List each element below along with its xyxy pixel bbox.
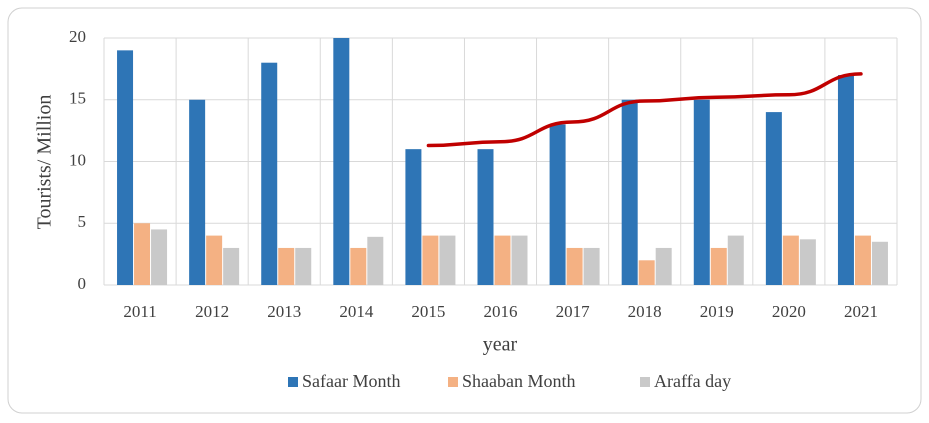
bar <box>206 235 223 285</box>
bar <box>134 223 151 285</box>
x-tick-label: 2015 <box>411 302 445 321</box>
bar <box>727 235 744 285</box>
bar <box>117 50 134 285</box>
bar <box>566 247 583 285</box>
x-tick-label: 2021 <box>844 302 878 321</box>
bar <box>655 247 672 285</box>
bar <box>765 112 782 285</box>
bar <box>405 149 422 285</box>
legend-swatch <box>448 377 458 387</box>
bar <box>422 235 439 285</box>
bar <box>549 124 566 285</box>
bar <box>871 241 888 285</box>
bar <box>511 235 528 285</box>
legend-label: Safaar Month <box>302 371 400 391</box>
bar <box>367 236 384 285</box>
bar <box>261 62 278 286</box>
bar <box>782 235 799 285</box>
y-tick-label: 15 <box>69 89 86 108</box>
bar <box>223 247 240 285</box>
x-tick-label: 2020 <box>772 302 806 321</box>
bar <box>837 75 854 285</box>
legend-label: Shaaban Month <box>462 371 575 391</box>
bar <box>710 247 727 285</box>
bar <box>477 149 494 285</box>
bar <box>638 260 655 285</box>
bar <box>295 247 312 285</box>
bar <box>350 247 367 285</box>
bar <box>494 235 511 285</box>
x-tick-label: 2014 <box>339 302 374 321</box>
x-tick-label: 2018 <box>628 302 662 321</box>
y-tick-label: 0 <box>78 274 87 293</box>
bar <box>189 99 206 285</box>
legend-label: Araffa day <box>654 371 731 391</box>
x-tick-label: 2017 <box>556 302 591 321</box>
bar <box>439 235 456 285</box>
x-tick-label: 2012 <box>195 302 229 321</box>
bar <box>799 239 816 285</box>
x-tick-label: 2016 <box>484 302 518 321</box>
trend-line <box>426 72 863 148</box>
bar <box>333 38 350 285</box>
y-tick-label: 10 <box>69 150 86 169</box>
y-tick-label: 20 <box>69 27 86 46</box>
bar <box>621 99 638 285</box>
bar <box>583 247 600 285</box>
x-axis-label: year <box>483 334 518 356</box>
y-tick-label: 5 <box>78 212 87 231</box>
legend-swatch <box>640 377 650 387</box>
bar <box>151 229 168 285</box>
legend-swatch <box>288 377 298 387</box>
x-tick-label: 2019 <box>700 302 734 321</box>
bar <box>854 235 871 285</box>
bar <box>693 99 710 285</box>
bar <box>278 247 295 285</box>
x-tick-label: 2013 <box>267 302 301 321</box>
y-axis-label: Tourists/ Million <box>34 95 56 230</box>
x-tick-label: 2011 <box>123 302 156 321</box>
